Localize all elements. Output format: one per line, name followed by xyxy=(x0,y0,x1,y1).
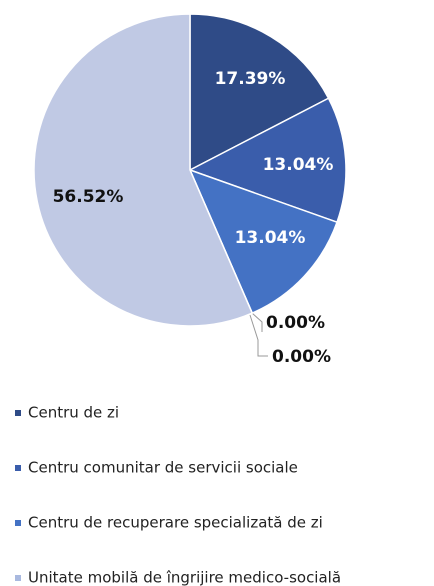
legend-marker xyxy=(15,575,21,581)
leader-line xyxy=(251,312,263,332)
legend-label: Unitate mobilă de îngrijire medico-socia… xyxy=(28,569,341,586)
legend-label: Centru comunitar de servicii sociale xyxy=(28,459,298,477)
data-label: 0.00% xyxy=(266,313,325,333)
data-label: 0.00% xyxy=(272,347,331,367)
data-label: 56.52% xyxy=(53,187,124,207)
legend-label: Centru de recuperare specializată de zi xyxy=(28,514,323,532)
data-label: 13.04% xyxy=(263,155,334,175)
legend-marker xyxy=(15,410,21,416)
pie-slice xyxy=(33,13,254,327)
legend-marker xyxy=(15,465,21,471)
data-label: 13.04% xyxy=(235,228,306,248)
pie-slice xyxy=(189,13,330,172)
data-label: 17.39% xyxy=(215,69,286,89)
pie-slice xyxy=(188,97,347,224)
legend-marker xyxy=(15,520,21,526)
legend-label: Centru de zi xyxy=(28,404,119,422)
pie-slice xyxy=(188,168,338,315)
leader-line xyxy=(249,314,268,357)
